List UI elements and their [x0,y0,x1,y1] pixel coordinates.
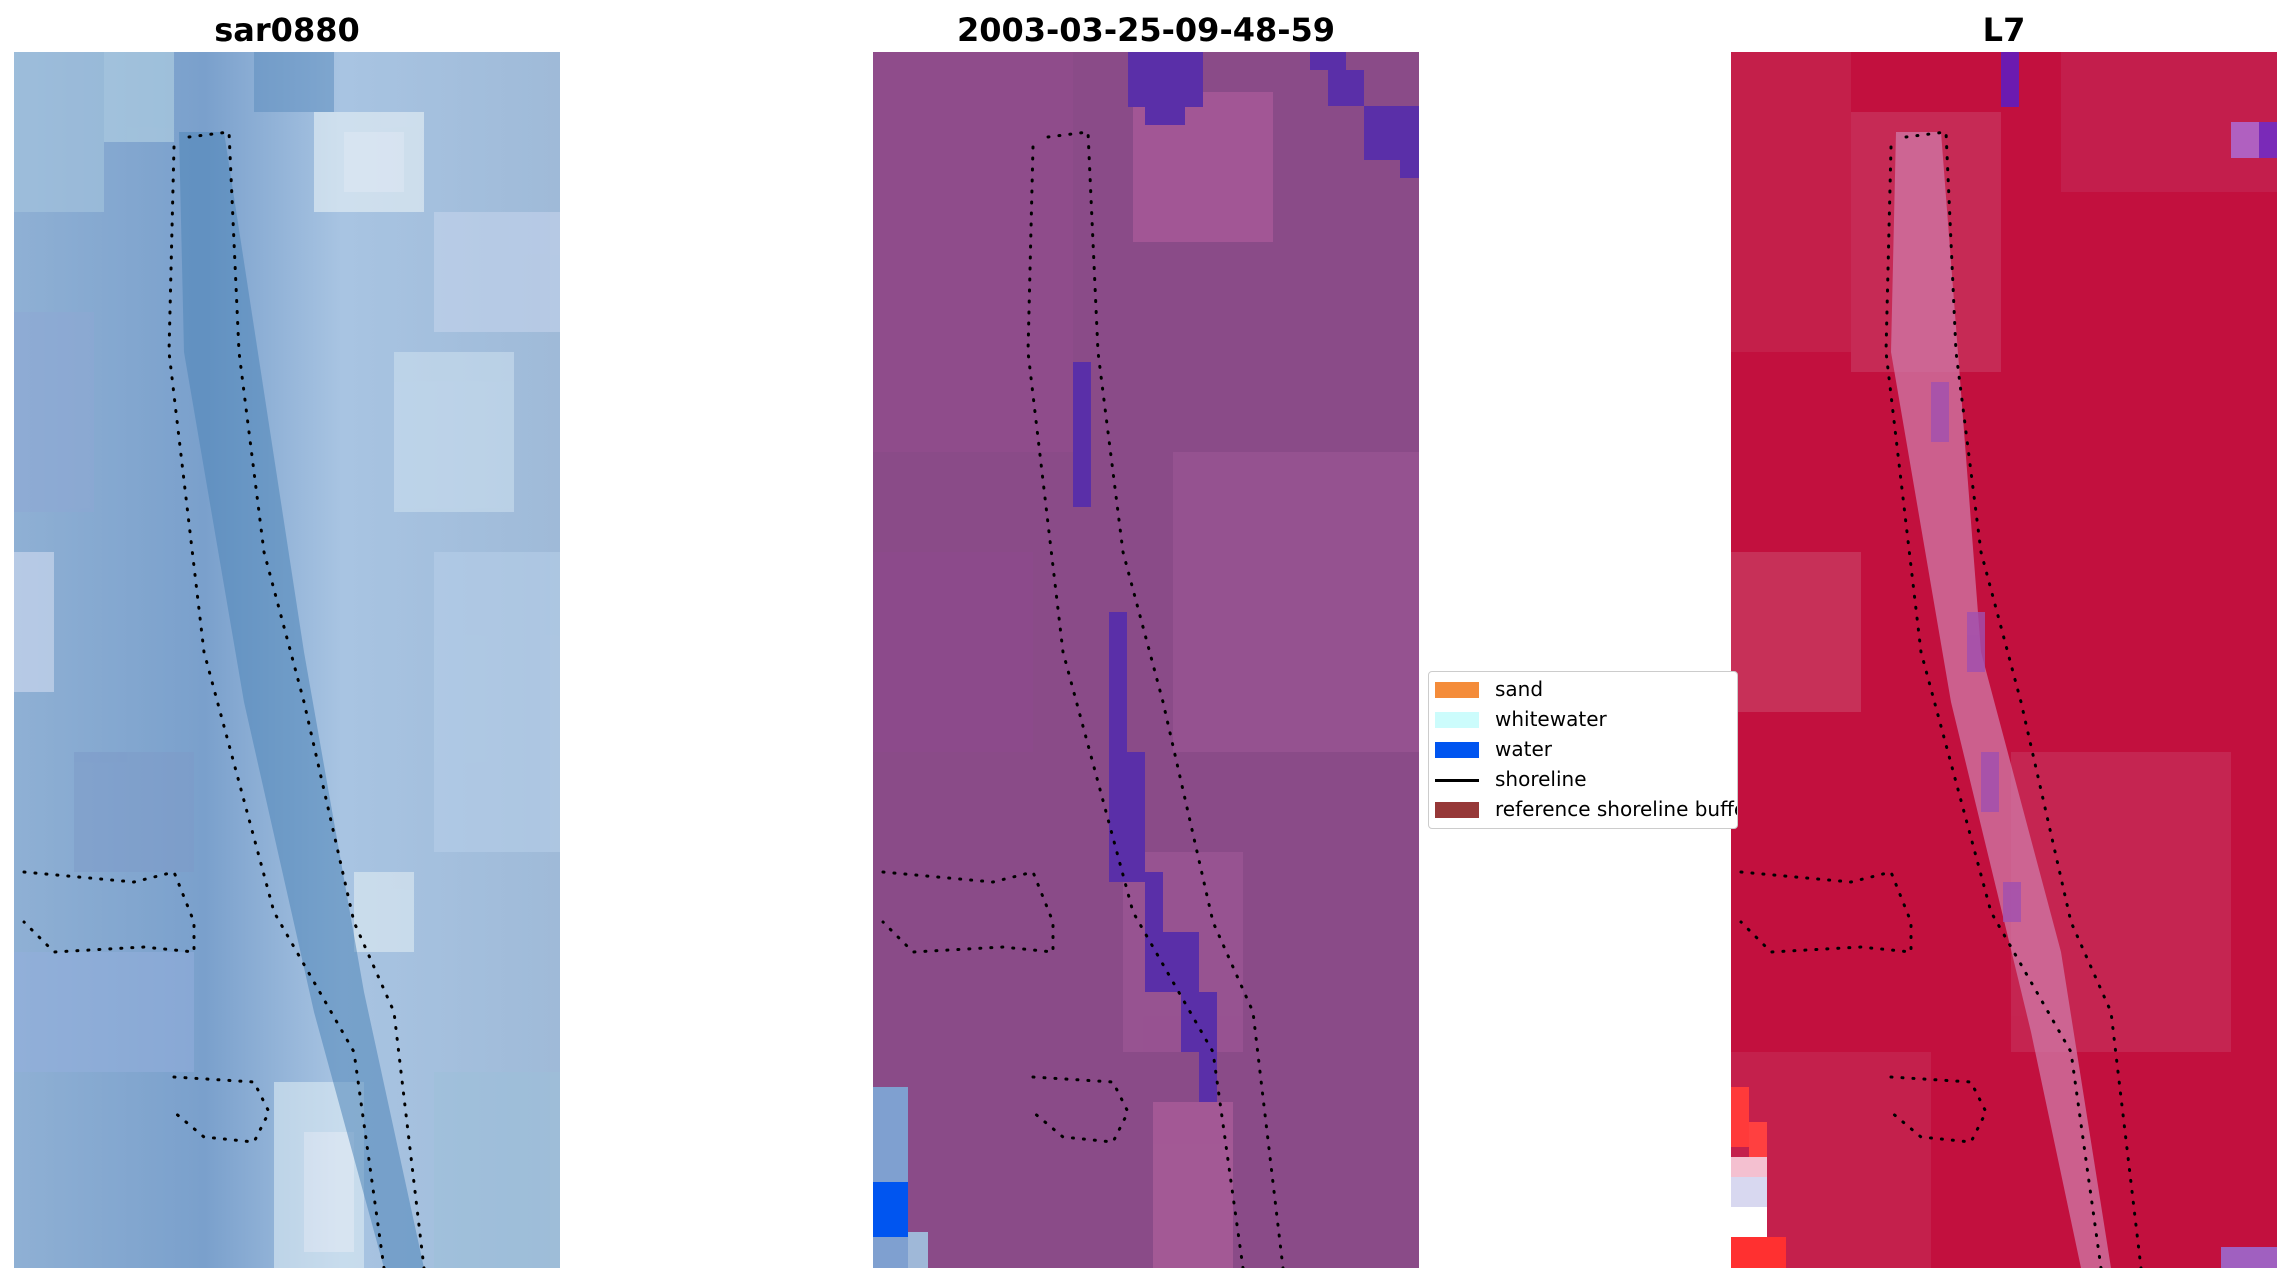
satellite-image-rgb-canvas [14,52,560,1268]
legend-label-whitewater: whitewater [1495,707,1607,731]
index-image [1731,52,2277,1268]
legend-label-reference-buffer: reference shoreline buffer [1495,797,1738,821]
pixel-texture [14,52,560,1268]
shoreline-line-swatch [1435,779,1479,782]
shoreline-dots [22,130,426,1268]
legend-label-sand: sand [1495,677,1544,701]
classified-image-canvas [873,52,1419,1268]
satellite-image-rgb [14,52,560,1268]
whitewater-swatch [1435,712,1479,728]
panel-title-1: sar0880 [214,11,360,49]
reference-buffer-swatch [1435,802,1479,818]
legend-item-sand: sand [1429,674,1737,704]
panel-title-3: L7 [1982,11,2026,49]
legend-item-water: water [1429,734,1737,764]
legend-label-shoreline: shoreline [1495,767,1587,791]
water-class-pixels [1073,52,1419,1102]
shoreline-dots [1739,130,2143,1268]
legend-item-reference-buffer: reference shoreline buffer [1429,794,1737,824]
legend-item-whitewater: whitewater [1429,704,1737,734]
legend-item-shoreline: shoreline [1429,764,1737,794]
index-image-canvas [1731,52,2277,1268]
sand-swatch [1435,682,1479,698]
shoreline-dots [881,130,1285,1268]
water-swatch [1435,742,1479,758]
legend: sand whitewater water shoreline referenc… [1428,671,1738,829]
legend-label-water: water [1495,737,1552,761]
panel-title-2: 2003-03-25-09-48-59 [956,11,1336,49]
classified-image [873,52,1419,1268]
